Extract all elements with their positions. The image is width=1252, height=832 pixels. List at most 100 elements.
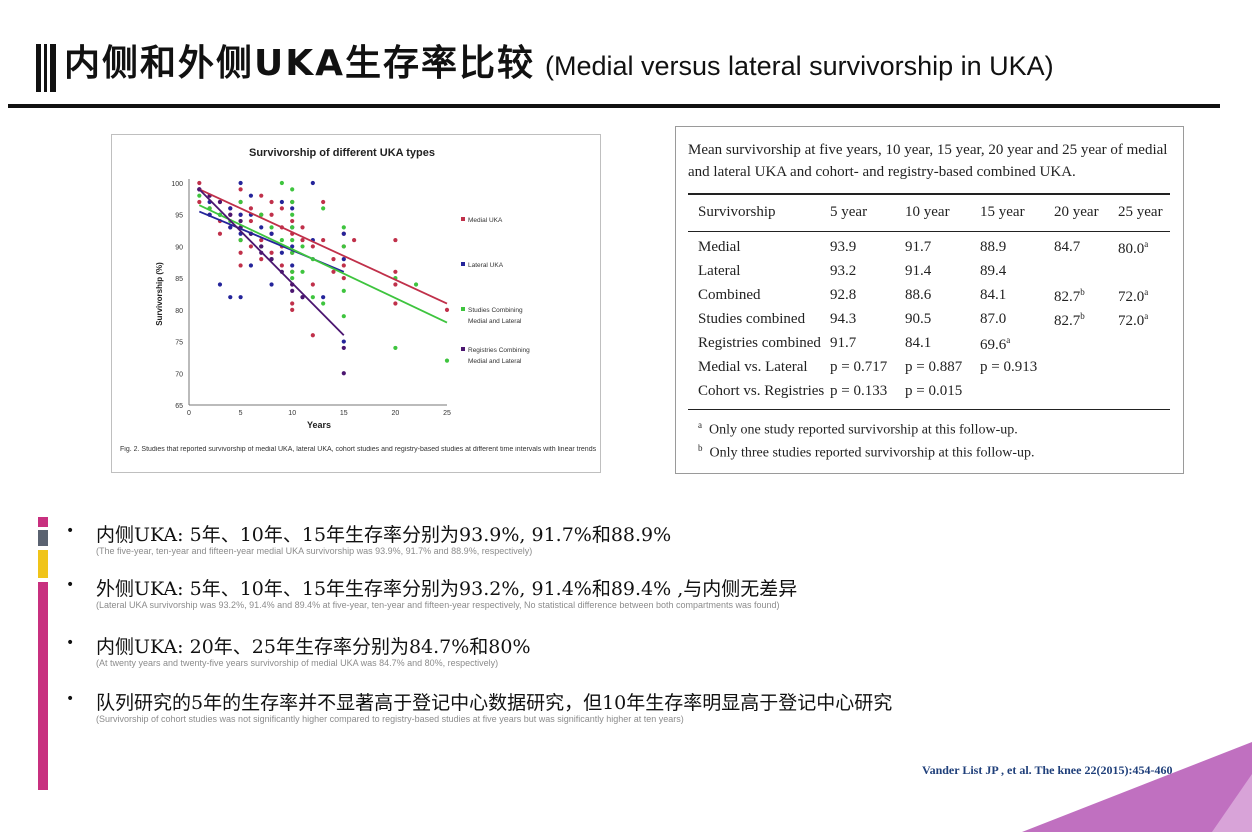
- table-row: Lateral 93.2 91.4 89.4: [698, 263, 1178, 285]
- corner-light-shape: [1212, 774, 1252, 832]
- table-cell: 80.0a: [1118, 239, 1149, 257]
- title-decoration-bars: [36, 44, 58, 92]
- x-tick-label: 15: [340, 410, 348, 417]
- accent-bar-yellow: [38, 550, 48, 578]
- y-tick-label: 90: [175, 244, 183, 251]
- y-tick-label: 80: [175, 308, 183, 315]
- data-point: [310, 295, 315, 300]
- legend-swatch: [461, 217, 465, 221]
- survivorship-figure: Survivorship of different UKA types 65 70 7…: [111, 134, 601, 473]
- data-point: [238, 237, 243, 243]
- bullet-text-en: (Lateral UKA survivorship was 93.2%, 91.…: [96, 600, 780, 610]
- table-cell: 93.2: [830, 263, 857, 279]
- table-row-label: Medial: [698, 239, 741, 255]
- table-row-label: Registries combined: [698, 335, 821, 351]
- table-cell: 91.7: [905, 239, 932, 255]
- table-cell: 69.6a: [980, 335, 1011, 353]
- data-point: [279, 206, 284, 211]
- bullet-text-zh: 外侧UKA: 5年、10年、15年生存率分别为93.2%, 91.4%和89.4…: [96, 578, 798, 600]
- table-header-10-year: 10 year: [905, 204, 950, 220]
- data-point: [341, 345, 346, 351]
- accent-bar-magenta: [38, 582, 48, 790]
- table-cell: 72.0a: [1118, 287, 1149, 305]
- legend-label: Studies Combining: [468, 307, 523, 314]
- data-point: [290, 276, 295, 281]
- data-point: [238, 263, 243, 268]
- data-point: [290, 225, 295, 230]
- table-cell: p = 0.015: [905, 383, 963, 399]
- bullet-text-zh: 内侧UKA: 20年、25年生存率分别为84.7%和80%: [96, 636, 531, 658]
- data-point: [321, 295, 326, 300]
- x-tick-label: 25: [443, 410, 451, 417]
- bullet-marker: •: [66, 523, 75, 539]
- y-tick-label: 65: [175, 403, 183, 410]
- data-point: [290, 199, 295, 205]
- table-row: Medial 93.9 91.7 88.9 84.7 80.0a: [698, 239, 1178, 261]
- bullet-text-zh: 内侧UKA: 5年、10年、15年生存率分别为93.9%, 91.7%和88.9…: [96, 524, 672, 546]
- table-header-5-year: 5 year: [830, 204, 868, 220]
- corner-violet-shape: [1022, 742, 1252, 832]
- data-point: [290, 288, 295, 293]
- data-point: [248, 218, 254, 224]
- y-axis-label: Survivorship (%): [155, 262, 164, 326]
- table-cell: 92.8: [830, 287, 857, 303]
- data-point: [290, 307, 295, 312]
- table-top-rule: [688, 193, 1170, 195]
- survivorship-table: Mean survivorship at five years, 10 year…: [675, 126, 1184, 474]
- data-point: [321, 206, 326, 211]
- data-point: [393, 282, 398, 287]
- accent-bar-magenta-top: [38, 517, 48, 527]
- data-point: [331, 269, 336, 274]
- accent-bar-slate: [38, 530, 48, 546]
- legend-label: Registries Combining: [468, 347, 530, 354]
- data-point: [259, 193, 264, 198]
- data-point: [269, 231, 274, 236]
- table-row-label: Studies combined: [698, 311, 806, 327]
- table-row-label: Combined: [698, 287, 761, 303]
- data-point: [217, 231, 223, 236]
- data-point: [269, 225, 274, 230]
- data-point: [393, 269, 398, 274]
- x-tick-label: 0: [187, 410, 191, 417]
- x-tick-label: 5: [239, 410, 243, 417]
- data-point: [341, 263, 346, 268]
- legend-label: Medial and Lateral: [468, 318, 522, 325]
- table-header-row: Survivorship 5 year 10 year 15 year 20 y…: [698, 204, 1178, 226]
- data-point: [310, 282, 315, 287]
- bullet-text-en: (Survivorship of cohort studies was not …: [96, 714, 684, 724]
- table-header-25-year: 25 year: [1118, 204, 1163, 220]
- data-point: [248, 244, 254, 249]
- legend-label: Medial UKA: [468, 217, 503, 224]
- data-point: [331, 257, 336, 262]
- data-point: [352, 237, 357, 243]
- data-point: [290, 269, 295, 274]
- title-chinese: 内侧和外侧UKA生存率比较: [64, 43, 535, 84]
- legend-swatch: [461, 307, 465, 311]
- data-point: [279, 250, 284, 255]
- corner-decoration: [1022, 742, 1252, 832]
- table-row: Studies combined 94.3 90.5 87.0 82.7b 72.0a: [698, 311, 1178, 333]
- table-cell: p = 0.717: [830, 359, 888, 375]
- trend-line: [198, 188, 345, 336]
- data-point: [238, 218, 243, 224]
- bullet-marker: •: [66, 691, 75, 707]
- table-cell: 88.6: [905, 287, 932, 303]
- data-point: [290, 244, 295, 249]
- table-cell: p = 0.887: [905, 359, 963, 375]
- x-axis-label: Years: [307, 420, 331, 430]
- legend-label: Lateral UKA: [468, 262, 504, 269]
- data-point: [217, 199, 223, 205]
- y-tick-label: 100: [171, 181, 183, 188]
- data-point: [228, 206, 233, 211]
- data-point: [238, 295, 243, 300]
- table-cell: 72.0a: [1118, 311, 1149, 329]
- data-point: [259, 244, 264, 249]
- bullet-text-en: (The five-year, ten-year and fifteen-yea…: [96, 546, 533, 556]
- table-header-15-year: 15 year: [980, 204, 1025, 220]
- table-cell: p = 0.133: [830, 383, 888, 399]
- table-cell: 93.9: [830, 239, 857, 255]
- data-point: [341, 257, 346, 262]
- table-header-rule: [688, 231, 1170, 232]
- table-row-label: Medial vs. Lateral: [698, 359, 808, 375]
- data-point: [279, 263, 284, 268]
